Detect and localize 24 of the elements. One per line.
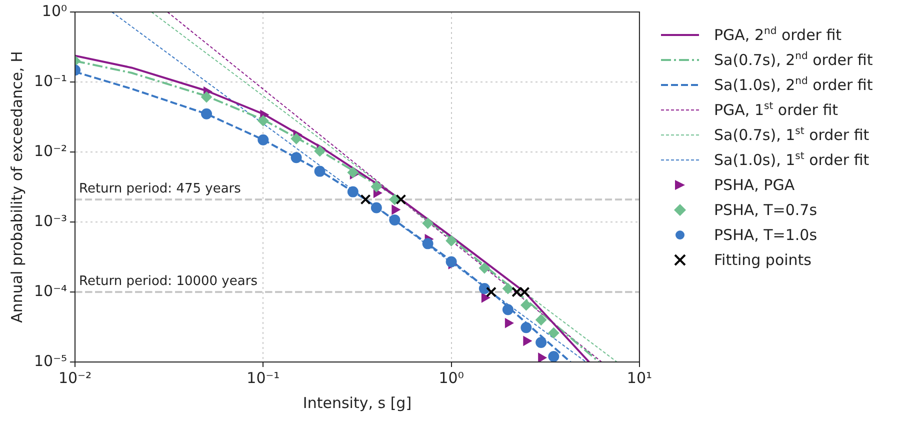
legend-label: PSHA, PGA bbox=[714, 176, 795, 194]
y-tick-label: 10⁻¹ bbox=[34, 72, 68, 90]
legend-label: Fitting points bbox=[714, 250, 812, 268]
legend-label: Sa(1.0s), 1$^{st}$ order fit bbox=[714, 150, 870, 168]
x-tick-label: 10⁻¹ bbox=[246, 368, 280, 387]
legend-label: PSHA, T=1.0s bbox=[714, 226, 818, 244]
x-tick-label: 10¹ bbox=[626, 368, 652, 387]
legend-label: PGA, 1$^{st}$ order fit bbox=[714, 100, 838, 118]
y-tick-label: 10⁻⁴ bbox=[34, 282, 68, 300]
x-axis-title: Intensity, s [g] bbox=[302, 394, 412, 412]
y-tick-label: 10⁻² bbox=[34, 142, 68, 160]
y-axis-title: Annual probability of exceedance, H bbox=[8, 51, 26, 323]
legend-label: PGA, 2$^{nd}$ order fit bbox=[714, 26, 842, 44]
legend-label: Sa(0.7s), 2$^{nd}$ order fit bbox=[714, 50, 873, 68]
legend-label: Sa(0.7s), 1$^{st}$ order fit bbox=[714, 126, 870, 144]
legend-label: PSHA, T=0.7s bbox=[714, 200, 818, 218]
x-tick-label: 10⁻² bbox=[58, 368, 92, 387]
annotation: Return period: 10000 years bbox=[79, 274, 258, 289]
annotation: Return period: 475 years bbox=[79, 181, 242, 196]
y-tick-label: 10⁻³ bbox=[34, 212, 68, 230]
x-tick-label: 10⁰ bbox=[438, 368, 464, 387]
legend-label: Sa(1.0s), 2$^{nd}$ order fit bbox=[714, 76, 873, 94]
y-tick-label: 10⁻⁵ bbox=[34, 352, 68, 370]
y-tick-label: 10⁰ bbox=[42, 2, 68, 20]
